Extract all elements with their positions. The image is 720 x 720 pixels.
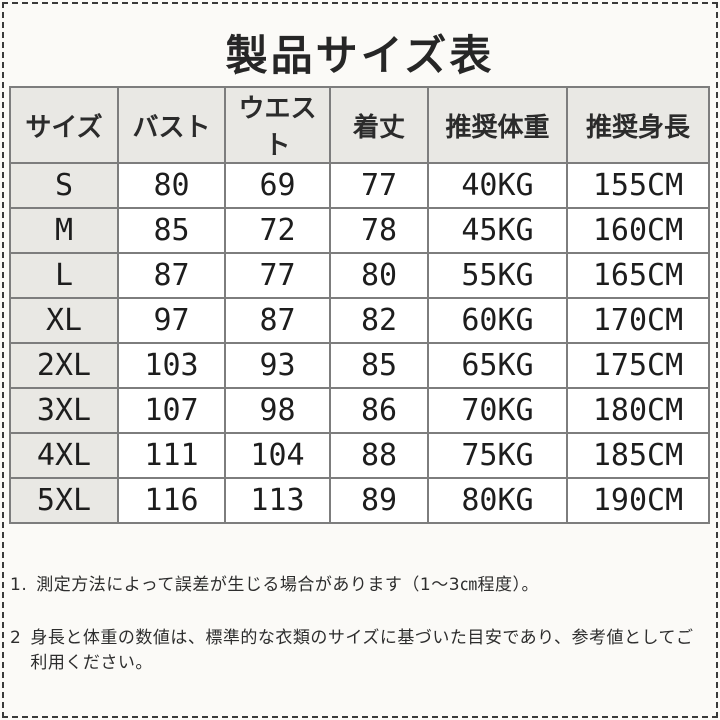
bust-value: 116 <box>117 477 226 524</box>
size-table: サイズ バスト ウエスト 着丈 推奨体重 推奨身長 S 80 69 77 40K… <box>9 86 710 524</box>
size-label: XL <box>9 297 119 344</box>
table-row-2xl: 2XL 103 93 85 65KG 175CM <box>9 342 710 389</box>
col-header-weight: 推奨体重 <box>427 86 568 164</box>
size-label: M <box>9 207 119 254</box>
size-label: 3XL <box>9 387 119 434</box>
bust-value: 97 <box>117 297 226 344</box>
waist-value: 69 <box>224 162 331 209</box>
footnote-text: 身長と体重の数値は、標準的な衣類のサイズに基づいた目安であり、参考値としてご利用… <box>30 628 694 673</box>
page-title: 製品サイズ表 <box>225 31 495 80</box>
size-label: 4XL <box>9 432 119 479</box>
waist-value: 113 <box>224 477 331 524</box>
length-value: 80 <box>329 252 429 299</box>
size-label: 2XL <box>9 342 119 389</box>
waist-value: 93 <box>224 342 331 389</box>
waist-value: 77 <box>224 252 331 299</box>
table-row-3xl: 3XL 107 98 86 70KG 180CM <box>9 387 710 434</box>
header-row: サイズ バスト ウエスト 着丈 推奨体重 推奨身長 <box>9 86 710 164</box>
table-row-m: M 85 72 78 45KG 160CM <box>9 207 710 254</box>
col-header-length: 着丈 <box>329 86 429 164</box>
height-value: 180CM <box>566 387 710 434</box>
waist-value: 104 <box>224 432 331 479</box>
height-value: 190CM <box>566 477 710 524</box>
table-row-4xl: 4XL 111 104 88 75KG 185CM <box>9 432 710 479</box>
height-value: 165CM <box>566 252 710 299</box>
bust-value: 107 <box>117 387 226 434</box>
weight-value: 55KG <box>427 252 568 299</box>
col-header-height: 推奨身長 <box>566 86 710 164</box>
length-value: 88 <box>329 432 429 479</box>
bust-value: 87 <box>117 252 226 299</box>
footnote-1: 1. 測定方法によって誤差が生じる場合があります（1～3㎝程度）。 <box>10 570 706 595</box>
waist-value: 87 <box>224 297 331 344</box>
waist-value: 72 <box>224 207 331 254</box>
footnote-text: 測定方法によって誤差が生じる場合があります（1～3㎝程度）。 <box>36 575 540 595</box>
height-value: 185CM <box>566 432 710 479</box>
length-value: 82 <box>329 297 429 344</box>
height-value: 175CM <box>566 342 710 389</box>
footnotes: 1. 測定方法によって誤差が生じる場合があります（1～3㎝程度）。 2 身長と体… <box>10 570 706 673</box>
length-value: 86 <box>329 387 429 434</box>
weight-value: 40KG <box>427 162 568 209</box>
table-row-l: L 87 77 80 55KG 165CM <box>9 252 710 299</box>
length-value: 89 <box>329 477 429 524</box>
height-value: 155CM <box>566 162 710 209</box>
weight-value: 75KG <box>427 432 568 479</box>
height-value: 170CM <box>566 297 710 344</box>
table-row-s: S 80 69 77 40KG 155CM <box>9 162 710 209</box>
weight-value: 60KG <box>427 297 568 344</box>
weight-value: 45KG <box>427 207 568 254</box>
table-row-5xl: 5XL 116 113 89 80KG 190CM <box>9 477 710 524</box>
weight-value: 65KG <box>427 342 568 389</box>
waist-value: 98 <box>224 387 331 434</box>
size-label: L <box>9 252 119 299</box>
weight-value: 80KG <box>427 477 568 524</box>
footnote-2: 2 身長と体重の数値は、標準的な衣類のサイズに基づいた目安であり、参考値としてご… <box>10 623 706 673</box>
size-label: S <box>9 162 119 209</box>
size-label: 5XL <box>9 477 119 524</box>
bust-value: 85 <box>117 207 226 254</box>
col-header-bust: バスト <box>117 86 226 164</box>
length-value: 77 <box>329 162 429 209</box>
footnote-number: 1. <box>10 575 28 595</box>
weight-value: 70KG <box>427 387 568 434</box>
col-header-size: サイズ <box>9 86 119 164</box>
bust-value: 80 <box>117 162 226 209</box>
bust-value: 111 <box>117 432 226 479</box>
bust-value: 103 <box>117 342 226 389</box>
table-row-xl: XL 97 87 82 60KG 170CM <box>9 297 710 344</box>
footnote-number: 2 <box>10 628 22 648</box>
height-value: 160CM <box>566 207 710 254</box>
length-value: 78 <box>329 207 429 254</box>
length-value: 85 <box>329 342 429 389</box>
col-header-waist: ウエスト <box>224 86 331 164</box>
